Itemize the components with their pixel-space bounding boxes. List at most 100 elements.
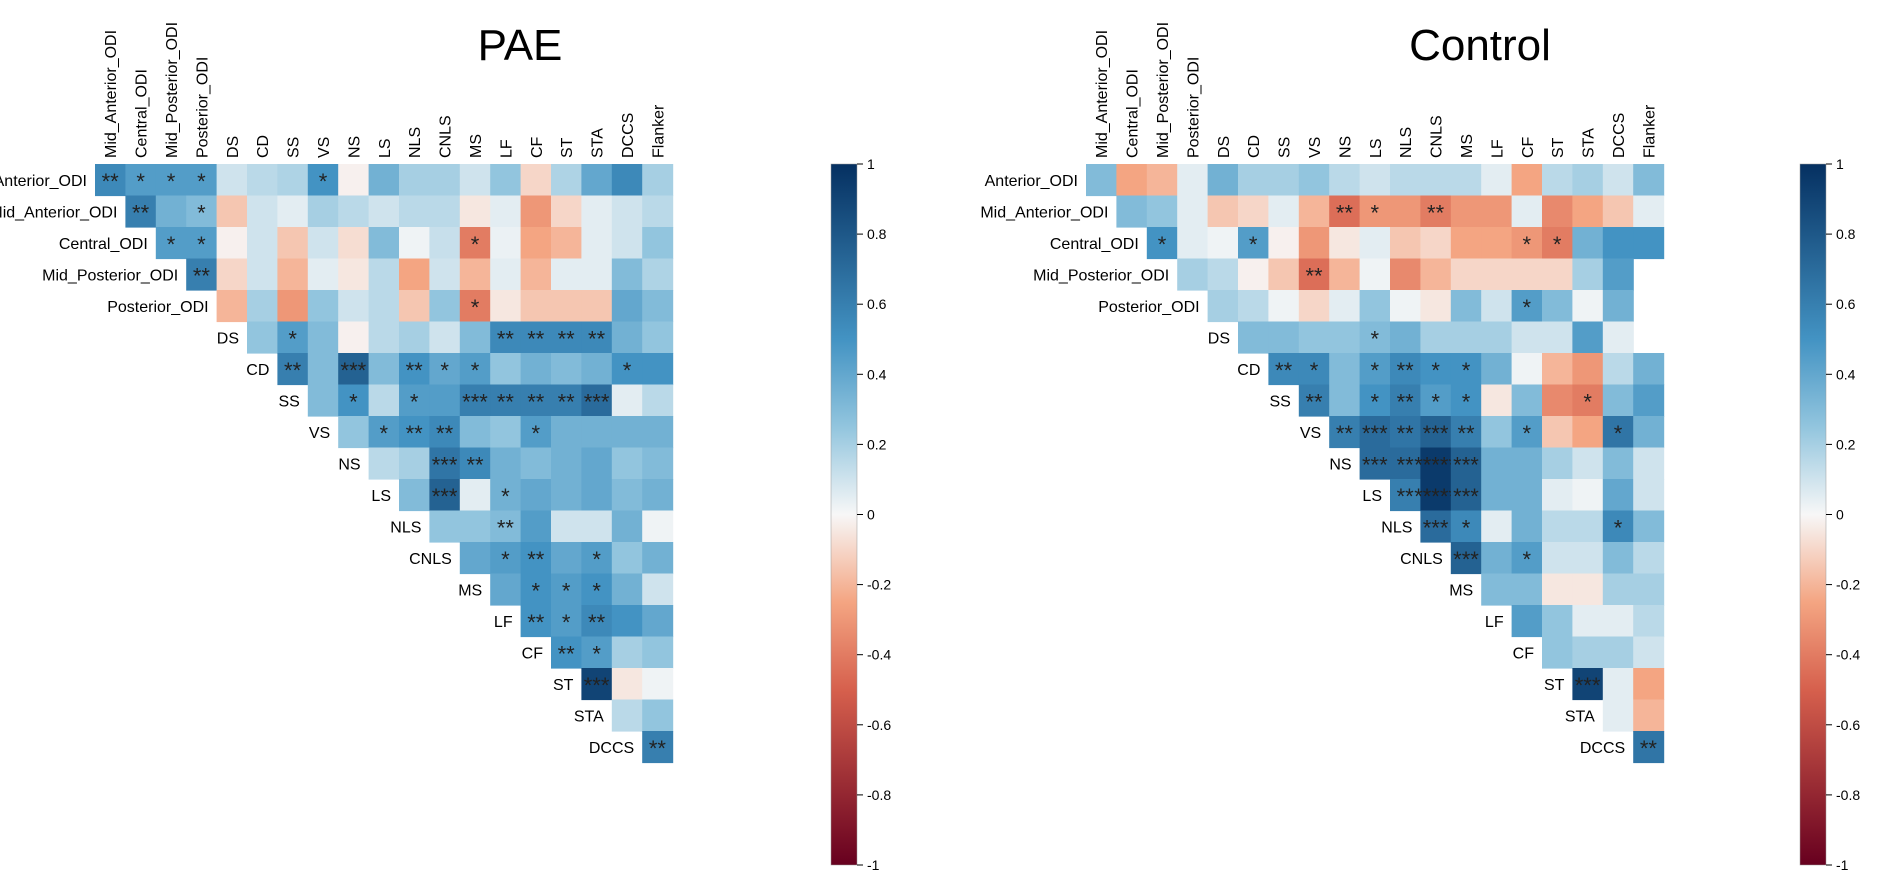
heatmap-cell-ds-lf [490,321,522,354]
heatmap-cell-mid_posterior_odi-cnls [1420,258,1452,291]
heatmap-cell-mid_anterior_odi-mid_posterior_odi [1146,195,1178,228]
heatmap-cell-mid_posterior_odi-lf [1481,258,1513,291]
col-label-ss: SS [286,137,303,158]
heatmap-cell-posterior_odi-dccs [1602,290,1634,323]
col-label-cnls: CNLS [438,115,455,158]
heatmap-cell-central_odi-st [1542,227,1573,260]
heatmap-cell-ls-nls [1390,479,1421,512]
heatmap-cell-ns-nls [399,447,430,480]
heatmap-cell-ss-lf [1481,384,1513,417]
heatmap-cell-nls-flanker [642,510,674,543]
heatmap-cell-ds-cd [1238,321,1269,354]
heatmap-cell-central_odi-ss [1268,227,1300,260]
heatmap-cell-lf-st [551,605,582,638]
heatmap-cell-cd-nls [1390,353,1421,386]
heatmap-cell-vs-lf [1481,416,1513,449]
heatmap-cell-central_odi-vs [307,227,339,260]
colorbar-tick-label: 1 [867,156,875,172]
heatmap-cell-ns-ms [459,447,491,480]
heatmap-cell-vs-cf [1511,416,1543,449]
heatmap-cell-mid_anterior_odi-nls [1390,195,1421,228]
heatmap-cell-ms-dccs [611,573,643,606]
col-label-sta: STA [1581,128,1598,158]
significance-marker: ** [193,263,211,288]
colorbar-tick-label: 0.2 [1836,436,1856,452]
heatmap-cell-mid_anterior_odi-central_odi [125,195,157,228]
heatmap-cell-central_odi-flanker [642,227,674,260]
heatmap-cell-cnls-lf [490,542,522,575]
col-label-sta: STA [590,128,607,158]
heatmap-cell-ns-ms [1450,447,1482,480]
heatmap-cell-cd-lf [490,353,522,386]
heatmap-cell-posterior_odi-sta [581,290,613,323]
heatmap-cell-lf-cf [520,605,552,638]
heatmap-cell-cd-ns [338,353,370,386]
row-label-ds: DS [1208,330,1230,347]
heatmap-cell-vs-ls [368,416,400,449]
heatmap-cell-ns-lf [490,447,522,480]
significance-marker: * [1371,389,1380,414]
colorbar-tick-label: -0.6 [1836,717,1860,733]
significance-marker: * [1158,232,1167,257]
col-label-dccs: DCCS [620,113,637,158]
heatmap-cell-vs-lf [490,416,522,449]
row-label-ms: MS [458,582,482,599]
heatmap-cell-anterior_odi-lf [1481,164,1513,197]
col-label-cd: CD [1246,135,1263,158]
heatmap-cell-mid_posterior_odi-ls [368,258,400,291]
heatmap-cell-ds-dccs [1602,321,1634,354]
heatmap-cell-nls-dccs [1602,510,1634,543]
heatmap-cell-ls-lf [1481,479,1513,512]
heatmap-cell-lf-cf [1511,605,1543,638]
col-label-ss: SS [1277,137,1294,158]
heatmap-cell-anterior_odi-vs [307,164,339,197]
heatmap-cell-mid_posterior_odi-st [551,258,582,291]
heatmap-cell-ls-flanker [642,479,674,512]
row-label-cd: CD [1237,362,1260,379]
heatmap-cell-ds-dccs [611,321,643,354]
heatmap-cell-central_odi-nls [399,227,430,260]
heatmap-cell-central_odi-ms [1450,227,1482,260]
heatmap-cell-mid_posterior_odi-ms [459,258,491,291]
heatmap-cell-mid_posterior_odi-flanker [642,258,674,291]
heatmap-cell-anterior_odi-cd [247,164,278,197]
row-label-mid-posterior-odi: Mid_Posterior_ODI [42,267,178,284]
heatmap-cell-posterior_odi-st [1542,290,1573,323]
heatmap-cell-vs-cnls [1420,416,1452,449]
significance-marker: ** [1336,200,1354,225]
heatmap-cell-central_odi-ds [1207,227,1239,260]
col-label-cd: CD [255,135,272,158]
heatmap-panel-pae: Mid_Anterior_ODI Central_ODI Mid_Posterior… [0,22,891,873]
significance-marker: ** [527,547,545,572]
heatmap-cell-central_odi-cd [1238,227,1269,260]
significance-marker: *** [1423,421,1449,446]
row-label-sta: STA [574,708,604,725]
row-label-vs: VS [1300,425,1321,442]
heatmap-cell-ds-vs [307,321,339,354]
heatmap-cell-mid_anterior_odi-ss [1268,195,1300,228]
heatmap-cell-anterior_odi-dccs [1602,164,1634,197]
heatmap-cell-posterior_odi-cd [247,290,278,323]
heatmap-cell-ds-cnls [1420,321,1452,354]
significance-marker: * [197,232,206,257]
row-label-dccs: DCCS [1580,740,1625,757]
significance-marker: *** [432,452,458,477]
heatmap-cell-ls-lf [490,479,522,512]
heatmap-cell-lf-flanker [1633,605,1665,638]
heatmap-cell-ds-lf [1481,321,1513,354]
heatmap-cell-mid_anterior_odi-ms [1450,195,1482,228]
heatmap-cell-posterior_odi-ss [277,290,309,323]
heatmap-cell-cd-ss [1268,353,1300,386]
heatmap-cell-central_odi-cnls [429,227,461,260]
heatmap-cell-ss-sta [581,384,613,417]
significance-marker: * [1523,232,1532,257]
heatmap-cell-posterior_odi-ls [368,290,400,323]
heatmap-cell-nls-cnls [429,510,461,543]
colorbar-tick-label: -0.2 [1836,577,1860,593]
heatmap-cell-mid_posterior_odi-cnls [429,258,461,291]
heatmap-cell-ds-ss [277,321,309,354]
col-label-ds: DS [1216,136,1233,158]
colorbar-tick-label: 0.4 [867,366,887,382]
heatmap-cell-mid_posterior_odi-st [1542,258,1573,291]
heatmap-cell-central_odi-posterior_odi [186,227,218,260]
